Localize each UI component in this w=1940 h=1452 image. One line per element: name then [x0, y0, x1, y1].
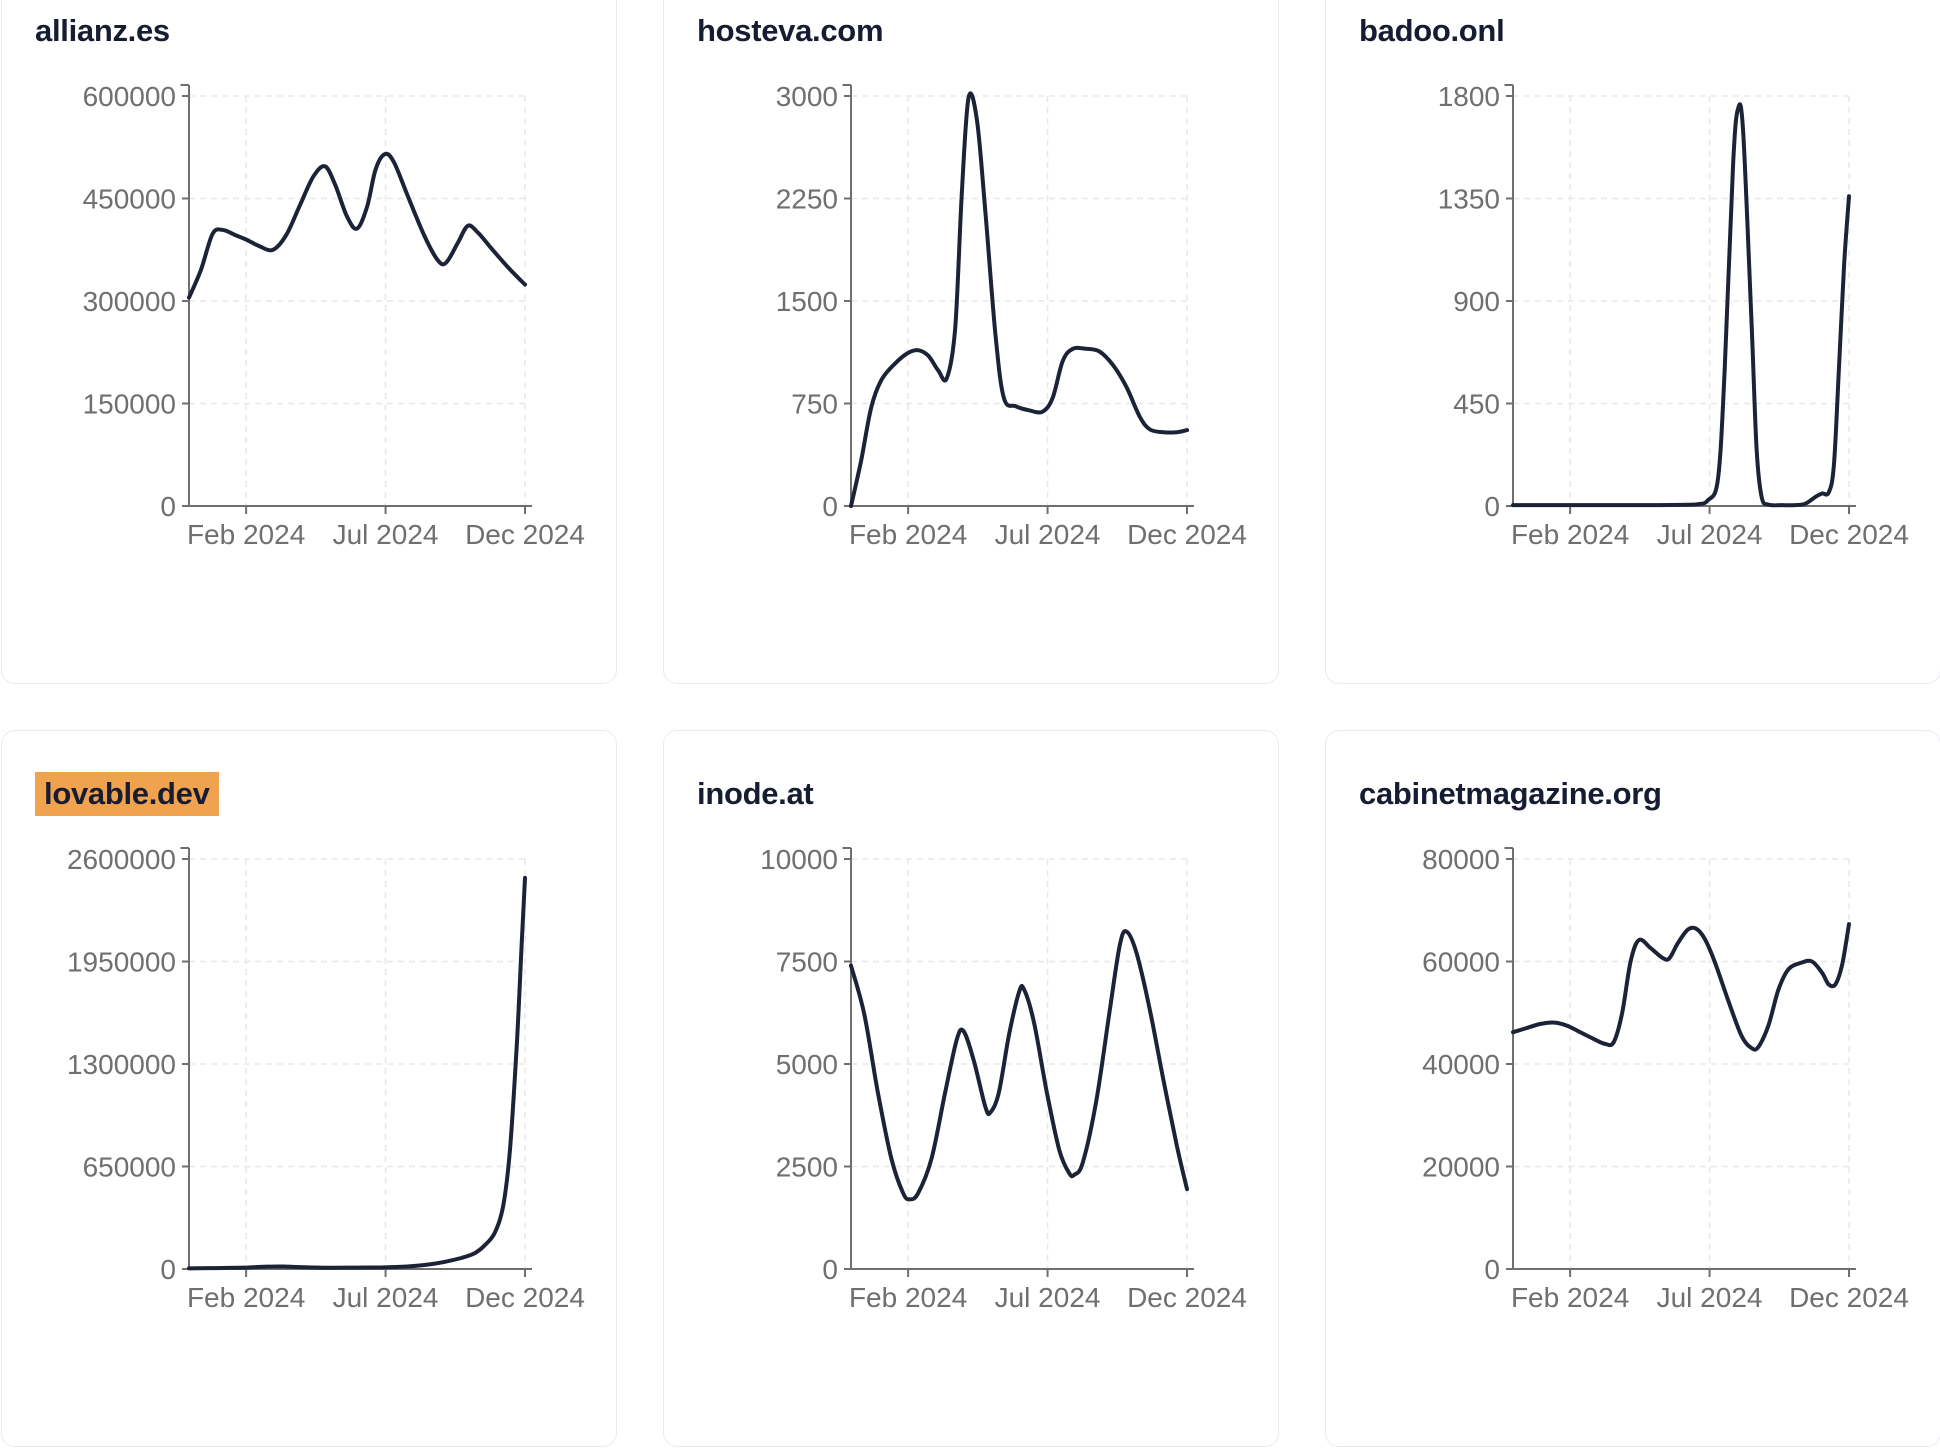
y-tick-label: 300000 — [83, 286, 176, 317]
y-tick-label: 1500 — [776, 286, 838, 317]
series-line — [849, 929, 1189, 1202]
y-tick-label: 1350 — [1438, 183, 1500, 214]
series-line — [187, 875, 527, 1271]
chart-title: inode.at — [697, 775, 1278, 813]
chart-title: lovable.dev — [35, 772, 616, 816]
x-tick-label: Feb 2024 — [1511, 1282, 1629, 1313]
y-tick-label: 40000 — [1422, 1049, 1500, 1080]
chart-card-allianz: allianz.es 0 150000 300000 450000 600000 Feb … — [1, 0, 617, 684]
x-tick-label: Jul 2024 — [333, 1282, 439, 1313]
y-tick-label: 450 — [1453, 388, 1500, 419]
y-tick-label: 3000 — [776, 81, 838, 112]
chart-title-text title-highlight: lovable.dev — [35, 772, 219, 816]
chart-title: allianz.es — [35, 12, 616, 50]
line-chart: 0 650000 1300000 1950000 2600000 Feb 2024 Jul … — [67, 844, 585, 1313]
series-line — [1511, 102, 1851, 508]
chart-card-lovable: lovable.dev 0 650000 1300000 1950000 2600000… — [1, 730, 617, 1447]
y-tick-label: 0 — [1484, 1254, 1500, 1285]
y-tick-label: 900 — [1453, 286, 1500, 317]
chart-title-text: inode.at — [697, 776, 814, 811]
x-tick-label: Dec 2024 — [1789, 1282, 1909, 1313]
x-tick-label: Feb 2024 — [187, 519, 305, 550]
y-tick-label: 0 — [160, 491, 176, 522]
y-tick-label: 60000 — [1422, 946, 1500, 977]
chart-title-text: badoo.onl — [1359, 13, 1505, 48]
x-tick-label: Dec 2024 — [1789, 519, 1909, 550]
x-tick-label: Dec 2024 — [465, 1282, 585, 1313]
chart-card-cabinetmagazine: cabinetmagazine.org 0 20000 40000 60000 8000… — [1325, 730, 1940, 1447]
y-tick-label: 0 — [822, 491, 838, 522]
chart-title: hosteva.com — [697, 12, 1278, 50]
chart-card-hosteva: hosteva.com 0 750 1500 2250 3000 Feb 2024 Jul … — [663, 0, 1279, 684]
chart-card-inode: inode.at 0 2500 5000 7500 10000 Feb 2024 Jul 2… — [663, 730, 1279, 1447]
x-tick-label: Dec 2024 — [465, 519, 585, 550]
x-tick-label: Jul 2024 — [333, 519, 439, 550]
y-tick-label: 0 — [822, 1254, 838, 1285]
y-tick-label: 7500 — [776, 946, 838, 977]
chart-title-text: hosteva.com — [697, 13, 884, 48]
series-line — [187, 151, 527, 300]
y-tick-label: 1300000 — [67, 1049, 176, 1080]
x-tick-label: Dec 2024 — [1127, 519, 1247, 550]
y-tick-label: 150000 — [83, 388, 176, 419]
y-tick-label: 1950000 — [67, 946, 176, 977]
chart-title: badoo.onl — [1359, 12, 1940, 50]
y-tick-label: 5000 — [776, 1049, 838, 1080]
y-tick-label: 600000 — [83, 81, 176, 112]
x-tick-label: Jul 2024 — [995, 519, 1101, 550]
y-tick-label: 2600000 — [67, 844, 176, 875]
x-tick-label: Jul 2024 — [1657, 1282, 1763, 1313]
y-tick-label: 650000 — [83, 1151, 176, 1182]
x-tick-label: Feb 2024 — [849, 1282, 967, 1313]
y-tick-label: 0 — [1484, 491, 1500, 522]
x-tick-label: Dec 2024 — [1127, 1282, 1247, 1313]
y-tick-label: 80000 — [1422, 844, 1500, 875]
chart-card-badoo: badoo.onl 0 450 900 1350 1800 Feb 2024 Jul 202… — [1325, 0, 1940, 684]
line-chart: 0 2500 5000 7500 10000 Feb 2024 Jul 2024 Dec 20… — [760, 844, 1247, 1313]
line-chart: 0 750 1500 2250 3000 Feb 2024 Jul 2024 Dec 2024 — [776, 81, 1247, 550]
y-tick-label: 750 — [791, 388, 838, 419]
y-tick-label: 10000 — [760, 844, 838, 875]
y-tick-label: 0 — [160, 1254, 176, 1285]
y-tick-label: 450000 — [83, 183, 176, 214]
x-tick-label: Feb 2024 — [849, 519, 967, 550]
x-tick-label: Feb 2024 — [187, 1282, 305, 1313]
x-tick-label: Jul 2024 — [1657, 519, 1763, 550]
y-tick-label: 2500 — [776, 1151, 838, 1182]
y-tick-label: 1800 — [1438, 81, 1500, 112]
y-tick-label: 20000 — [1422, 1151, 1500, 1182]
chart-title-text: allianz.es — [35, 13, 170, 48]
series-line — [1511, 922, 1851, 1052]
x-tick-label: Feb 2024 — [1511, 519, 1629, 550]
chart-title-text: cabinetmagazine.org — [1359, 776, 1662, 811]
x-tick-label: Jul 2024 — [995, 1282, 1101, 1313]
chart-title: cabinetmagazine.org — [1359, 775, 1940, 813]
series-line — [849, 91, 1189, 508]
line-chart: 0 450 900 1350 1800 Feb 2024 Jul 2024 Dec 2024 — [1438, 81, 1909, 550]
line-chart: 0 150000 300000 450000 600000 Feb 2024 Jul 202… — [83, 81, 585, 550]
y-tick-label: 2250 — [776, 183, 838, 214]
line-chart: 0 20000 40000 60000 80000 Feb 2024 Jul 2024 Dec… — [1422, 844, 1909, 1313]
